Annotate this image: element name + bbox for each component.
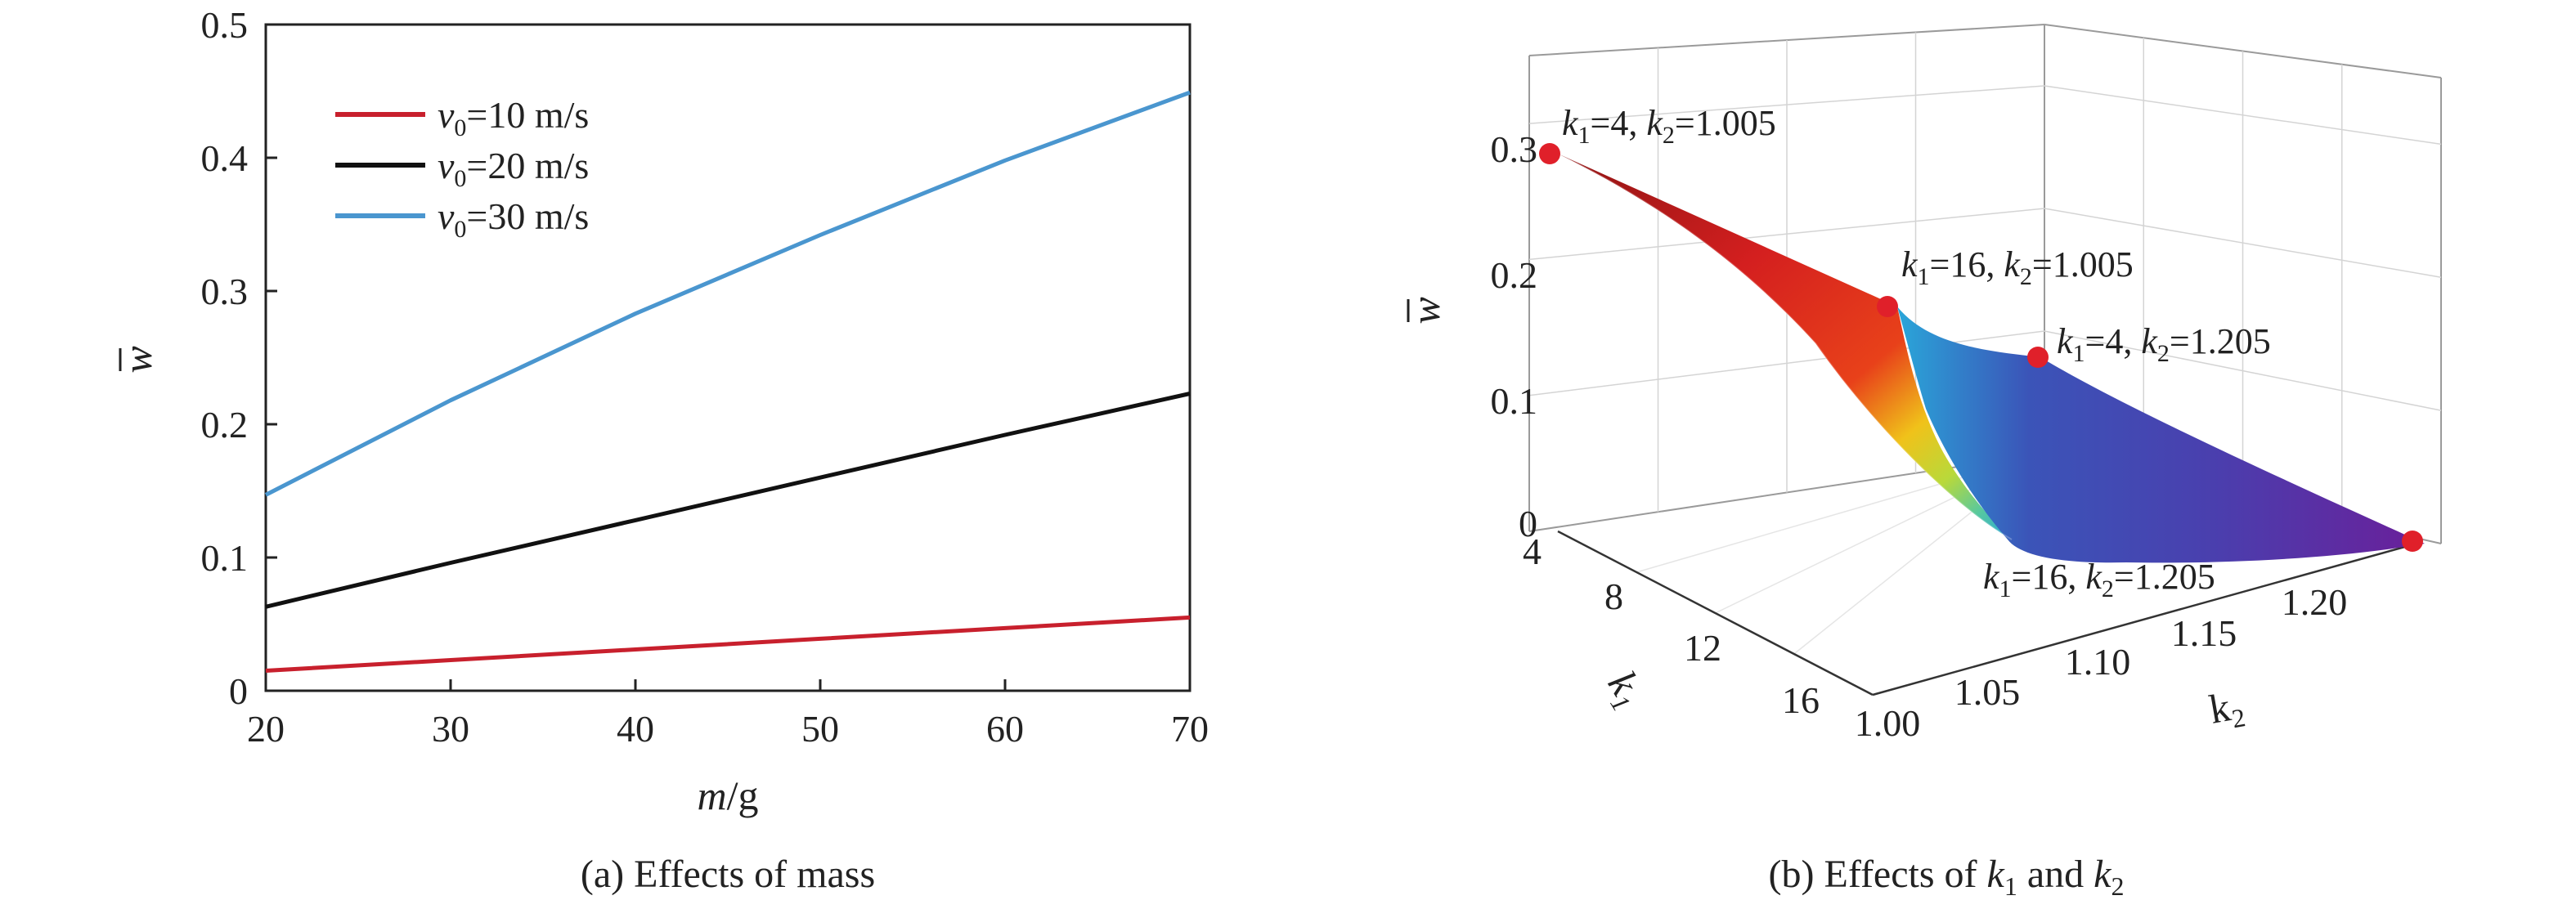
y-tick-label: 0.4 [201,137,249,179]
chart-a-xlabel: m/g [697,772,758,818]
series-line-1 [265,615,1191,673]
surface-left-face [1558,154,2012,540]
chart-b-zlabel: w [1402,297,1448,324]
annotation-4: k1=16, k2=1.205 [1983,557,2215,602]
x-tick-label: 60 [986,708,1024,750]
corner-point-k1-4-k2-1005 [1539,143,1560,164]
chart-a-legend: v0=10 m/sv0=20 m/sv0=30 m/s [335,94,589,243]
y-tick-label: 0.1 [201,537,249,579]
floor-axes [1557,530,2417,696]
annotations: k1=4, k2=1.005 k1=16, k2=1.005 k1=4, k2=… [1562,103,2271,602]
z-tick-label: 0.3 [1491,128,1538,170]
y-tick-label: 0 [229,670,248,712]
annotation-2: k1=16, k2=1.005 [1901,244,2134,290]
chart-a-ylabel: w [114,346,160,373]
surface-top-edge [1557,153,2013,540]
corner-points [1539,143,2423,552]
surface [1557,153,2425,563]
legend-label-2: v0=20 m/s [438,145,589,192]
legend-label-1: v0=10 m/s [438,94,589,141]
z-tick-label: 0 [1519,503,1537,544]
chart-b-zlabel-text: w [1402,297,1448,324]
k2-tick-label: 1.00 [1855,702,1921,744]
k1-tick-label: 8 [1604,575,1623,617]
x-tick-label: 70 [1171,708,1209,750]
y-tick-label: 0.3 [201,271,249,312]
k2-axis-line [1872,542,2417,696]
k1-tick-label: 4 [1523,531,1542,572]
x-tick-label: 50 [801,708,839,750]
k2-tick-label: 1.05 [1954,671,2021,713]
x-tick-label: 30 [432,708,469,750]
k2-tick-label: 1.15 [2171,612,2237,654]
z-ticks: 0 0.1 0.2 0.3 [1491,128,1538,544]
k2-tick-label: 1.20 [2282,581,2348,623]
chart-b-k2-label: k2 [2206,682,2247,737]
chart-a-ticks: 20 30 40 50 60 70 0 0.1 0.2 0.3 0.4 0.5 [201,4,1209,750]
annotation-3: k1=4, k2=1.205 [2057,321,2271,367]
k1-ticks: 4 8 12 16 [1523,531,1820,721]
chart-a-ylabel-text: w [114,346,160,373]
surface-right-face [1897,307,2425,563]
y-tick-label: 0.2 [201,404,249,446]
corner-point-k1-4-k2-1205 [2027,347,2049,368]
chart-b-caption: (b) Effects of k1 and k2 [1769,853,2125,901]
k1-tick-label: 12 [1684,627,1721,669]
chart-a: 20 30 40 50 60 70 0 0.1 0.2 0.3 0.4 0.5 w m/g v0=10… [114,4,1209,896]
chart-b: k1=4, k2=1.005 k1=16, k2=1.005 k1=4, k2=… [1402,24,2442,901]
series-line-3 [264,90,1191,497]
corner-point-k1-16-k2-1005 [1877,296,1898,317]
chart-a-series [264,90,1191,673]
k1-tick-label: 16 [1782,679,1820,721]
z-tick-label: 0.2 [1491,254,1538,296]
corner-point-k1-16-k2-1205 [2402,531,2423,552]
k2-ticks: 1.00 1.05 1.10 1.15 1.20 [1855,581,2348,744]
x-tick-label: 40 [617,708,654,750]
annotation-1: k1=4, k2=1.005 [1562,103,1776,149]
legend-label-3: v0=30 m/s [438,195,589,243]
plot-area-a [264,23,1192,692]
k1-axis-line [1557,530,1874,696]
x-tick-label: 20 [247,708,285,750]
series-line-2 [265,392,1191,609]
chart-a-caption: (a) Effects of mass [581,853,875,896]
chart-b-k1-label: k1 [1595,663,1655,716]
k2-tick-label: 1.10 [2065,641,2131,683]
z-tick-label: 0.1 [1491,380,1538,422]
y-tick-label: 0.5 [201,4,249,46]
